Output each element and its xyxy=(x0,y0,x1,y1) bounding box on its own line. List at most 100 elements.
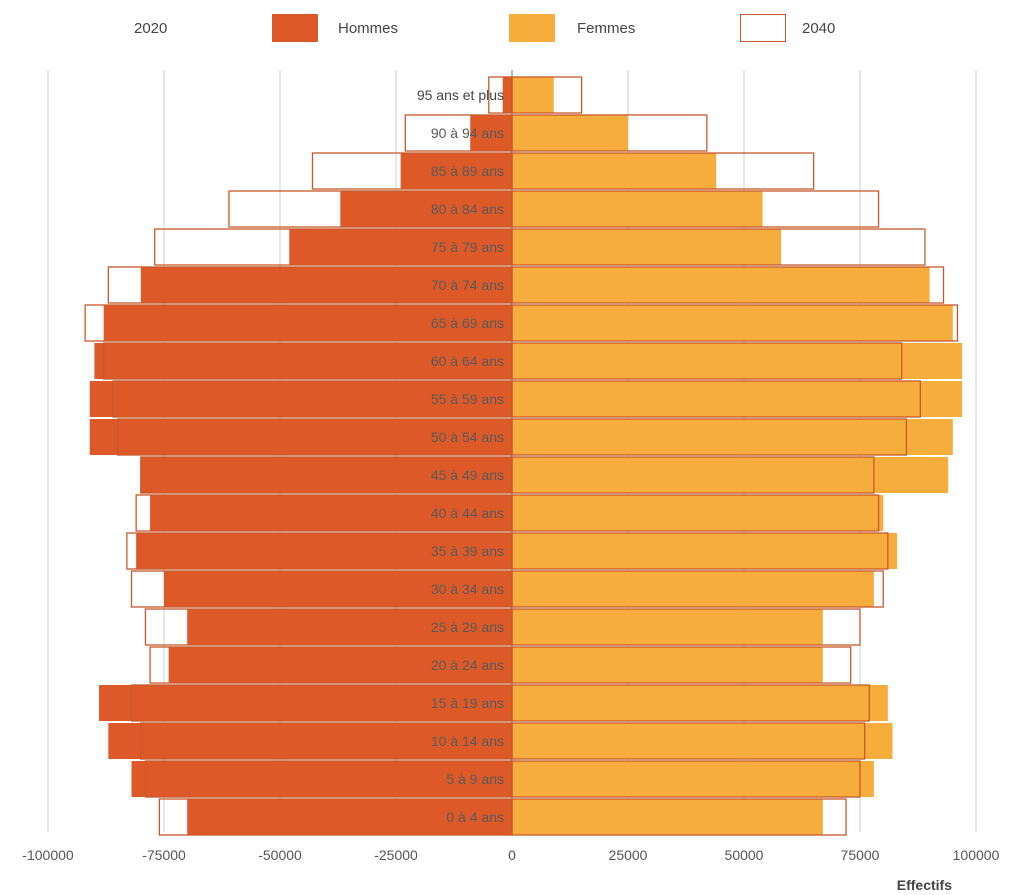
legend-swatch-women xyxy=(509,14,555,42)
age-label-16: 15 à 19 ans xyxy=(431,695,504,711)
outline-women-2040-6 xyxy=(511,304,959,342)
legend-item-2040: 2040 xyxy=(740,12,835,44)
bar-men-2020-14 xyxy=(187,609,512,645)
bar-men-2020-16 xyxy=(99,685,512,721)
age-label-15: 20 à 24 ans xyxy=(431,657,504,673)
age-label-18: 5 à 9 ans xyxy=(446,771,504,787)
bar-women-2020-3 xyxy=(512,191,763,227)
age-label-13: 30 à 34 ans xyxy=(431,581,504,597)
x-tick-label-3: -25000 xyxy=(374,847,418,863)
outline-women-2040-17 xyxy=(511,722,866,760)
age-label-1: 90 à 94 ans xyxy=(431,125,504,141)
legend-item-women: Femmes xyxy=(509,12,635,44)
bar-men-2020-10 xyxy=(140,457,513,493)
bar-men-2020-13 xyxy=(164,571,512,607)
x-axis-ticks: -100000 -75000 -50000 -25000 0 25000 50000 7500… xyxy=(22,847,999,863)
bar-women-2020-17 xyxy=(512,723,893,759)
age-label-19: 0 à 4 ans xyxy=(446,809,504,825)
age-label-5: 70 à 74 ans xyxy=(431,277,504,293)
outline-women-2040-10 xyxy=(511,456,875,494)
bar-men-2020-3 xyxy=(340,191,512,227)
age-label-2: 85 à 89 ans xyxy=(431,163,504,179)
bar-men-2020-0 xyxy=(502,77,512,113)
bar-women-2020-13 xyxy=(512,571,874,607)
outline-women-2040-0 xyxy=(511,76,583,114)
outline-women-2040-5 xyxy=(511,266,945,304)
bar-men-2020-2 xyxy=(400,153,512,189)
outline-women-2040-15 xyxy=(511,646,852,684)
age-group-labels: 95 ans et plus 90 à 94 ans 85 à 89 ans 80 à… xyxy=(417,87,504,825)
age-label-0: 95 ans et plus xyxy=(417,87,504,103)
bar-men-2020-15 xyxy=(168,647,512,683)
bar-women-2020-19 xyxy=(512,799,823,835)
bar-women-2020-15 xyxy=(512,647,823,683)
bar-women-2020-12 xyxy=(512,533,898,569)
legend-item-men: Hommes xyxy=(272,12,398,44)
bar-men-2020-1 xyxy=(470,115,512,151)
outline-women-2040-19 xyxy=(511,798,847,836)
legend-label-men: Hommes xyxy=(338,19,399,37)
x-tick-label-1: -75000 xyxy=(142,847,186,863)
legend-swatch-men xyxy=(272,14,318,42)
legend-label-2020: 2020 xyxy=(134,19,168,37)
bar-men-2020-6 xyxy=(103,305,513,341)
age-label-7: 60 à 64 ans xyxy=(431,353,504,369)
bar-men-2020-17 xyxy=(108,723,512,759)
bar-men-2020-18 xyxy=(131,761,512,797)
legend-item-2020: 2020 xyxy=(134,12,167,44)
chart-legend: 2020 Hommes Femmes 2040 xyxy=(0,12,1011,52)
bar-women-2020-14 xyxy=(512,609,823,645)
bar-women-2020-11 xyxy=(512,495,884,531)
legend-label-2040: 2040 xyxy=(802,19,836,37)
age-label-12: 35 à 39 ans xyxy=(431,543,504,559)
bar-men-2020-19 xyxy=(187,799,512,835)
age-label-10: 45 à 49 ans xyxy=(431,467,504,483)
bars-2020 xyxy=(89,77,963,835)
age-label-6: 65 à 69 ans xyxy=(431,315,504,331)
outline-women-2040-12 xyxy=(511,532,889,570)
bar-women-2020-8 xyxy=(512,381,963,417)
bar-women-2020-0 xyxy=(512,77,554,113)
age-label-11: 40 à 44 ans xyxy=(431,505,504,521)
outline-women-2040-13 xyxy=(511,570,884,608)
age-label-17: 10 à 14 ans xyxy=(431,733,504,749)
age-label-4: 75 à 79 ans xyxy=(431,239,504,255)
outline-women-2040-14 xyxy=(511,608,861,646)
age-label-14: 25 à 29 ans xyxy=(431,619,504,635)
bar-women-2020-4 xyxy=(512,229,782,265)
outline-women-2040-4 xyxy=(511,228,926,266)
outline-women-2040-3 xyxy=(511,190,880,228)
x-axis-title: Effectifs xyxy=(897,877,952,893)
legend-swatch-2040 xyxy=(740,14,786,42)
outline-women-2040-1 xyxy=(511,114,708,152)
legend-label-women: Femmes xyxy=(577,19,636,37)
outline-women-2040-11 xyxy=(511,494,880,532)
bar-men-2020-4 xyxy=(289,229,512,265)
bar-women-2020-18 xyxy=(512,761,874,797)
outline-bars-2040 xyxy=(84,76,959,836)
bar-women-2020-10 xyxy=(512,457,949,493)
bar-men-2020-8 xyxy=(89,381,512,417)
x-tick-label-2: -50000 xyxy=(258,847,302,863)
outline-women-2040-7 xyxy=(511,342,903,380)
bar-women-2020-16 xyxy=(512,685,888,721)
bar-women-2020-5 xyxy=(512,267,930,303)
bar-men-2020-12 xyxy=(136,533,512,569)
x-tick-label-5: 25000 xyxy=(609,847,648,863)
bar-men-2020-7 xyxy=(94,343,513,379)
bar-women-2020-9 xyxy=(512,419,953,455)
outline-women-2040-18 xyxy=(511,760,861,798)
outline-women-2040-9 xyxy=(511,418,908,456)
age-label-3: 80 à 84 ans xyxy=(431,201,504,217)
bar-women-2020-7 xyxy=(512,343,963,379)
outline-women-2040-8 xyxy=(511,380,921,418)
outline-women-2040-2 xyxy=(511,152,815,190)
bar-women-2020-6 xyxy=(512,305,953,341)
bar-women-2020-2 xyxy=(512,153,717,189)
x-tick-label-4: 0 xyxy=(508,847,516,863)
outline-women-2040-16 xyxy=(511,684,870,722)
bar-women-2020-1 xyxy=(512,115,628,151)
age-label-9: 50 à 54 ans xyxy=(431,429,504,445)
